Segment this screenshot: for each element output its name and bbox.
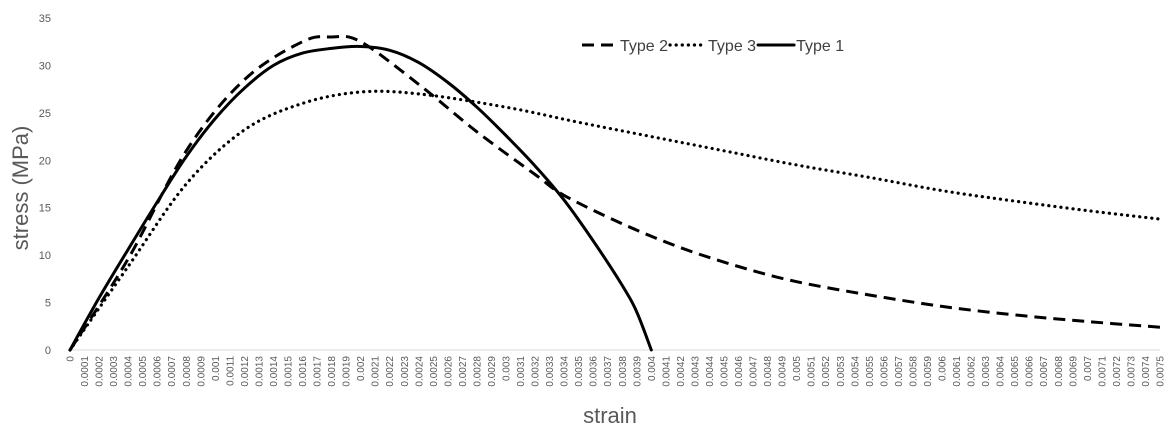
x-tick-label: 0.0006 bbox=[153, 356, 164, 387]
y-tick-label: 30 bbox=[39, 60, 51, 72]
x-tick-label: 0.0056 bbox=[879, 356, 890, 387]
y-tick-label: 35 bbox=[39, 13, 51, 25]
x-axis-title: strain bbox=[583, 403, 637, 428]
x-tick-label: 0 bbox=[66, 356, 77, 362]
x-tick-label: 0.0039 bbox=[632, 356, 643, 387]
x-tick-label: 0.0048 bbox=[763, 356, 774, 387]
x-tick-label: 0.0043 bbox=[690, 356, 701, 387]
x-tick-label: 0.0071 bbox=[1097, 356, 1108, 387]
x-tick-label: 0.004 bbox=[647, 356, 658, 381]
x-tick-label: 0.0067 bbox=[1039, 356, 1050, 387]
x-tick-label: 0.0025 bbox=[429, 356, 440, 387]
x-tick-label: 0.0012 bbox=[240, 356, 251, 387]
x-tick-label: 0.001 bbox=[211, 356, 222, 381]
x-tick-label: 0.0066 bbox=[1025, 356, 1036, 387]
x-tick-label: 0.0017 bbox=[313, 356, 324, 387]
x-tick-label: 0.0014 bbox=[269, 356, 280, 387]
x-tick-label: 0.0011 bbox=[225, 356, 236, 386]
x-tick-label: 0.0047 bbox=[749, 356, 760, 387]
x-tick-label: 0.0037 bbox=[603, 356, 614, 387]
x-tick-label: 0.0065 bbox=[1010, 356, 1021, 387]
legend-label-type-3: Type 3 bbox=[708, 38, 756, 55]
x-tick-label: 0.0018 bbox=[327, 356, 338, 387]
x-tick-label: 0.007 bbox=[1083, 356, 1094, 381]
x-tick-label: 0.0003 bbox=[109, 356, 120, 387]
x-tick-label: 0.0021 bbox=[371, 356, 382, 387]
x-tick-label: 0.0032 bbox=[531, 356, 542, 387]
x-tick-label: 0.0054 bbox=[850, 356, 861, 387]
x-tick-label: 0.0068 bbox=[1054, 356, 1065, 387]
series-line-type-1 bbox=[68, 44, 653, 352]
x-tick-label: 0.0013 bbox=[254, 356, 265, 387]
x-tick-label: 0.0055 bbox=[865, 356, 876, 387]
y-tick-label: 15 bbox=[39, 203, 51, 215]
x-tick-label: 0.0002 bbox=[95, 356, 106, 387]
x-tick-label: 0.0072 bbox=[1112, 356, 1123, 387]
x-tick-label: 0.0016 bbox=[298, 356, 309, 387]
y-tick-label: 10 bbox=[39, 250, 51, 262]
x-tick-label: 0.0064 bbox=[996, 356, 1007, 387]
x-tick-label: 0.0062 bbox=[967, 356, 978, 387]
x-tick-label: 0.0019 bbox=[342, 356, 353, 387]
x-tick-label: 0.0034 bbox=[560, 356, 571, 387]
y-axis-ticks: 0 5 10 15 20 25 30 35 bbox=[39, 13, 51, 357]
x-tick-label: 0.0049 bbox=[778, 356, 789, 387]
x-tick-label: 0.0051 bbox=[807, 356, 818, 387]
x-tick-label: 0.0063 bbox=[981, 356, 992, 387]
x-tick-label: 0.0026 bbox=[443, 356, 454, 387]
x-tick-label: 0.0024 bbox=[414, 356, 425, 387]
x-tick-label: 0.0069 bbox=[1068, 356, 1079, 387]
x-tick-label: 0.0027 bbox=[458, 356, 469, 387]
x-axis-ticks: 0 0.0001 0.0002 0.0003 0.0004 0.0005 0.0006 0.0… bbox=[66, 356, 1167, 387]
x-tick-label: 0.0057 bbox=[894, 356, 905, 387]
x-tick-label: 0.002 bbox=[356, 356, 367, 381]
x-tick-label: 0.0058 bbox=[908, 356, 919, 387]
x-tick-label: 0.0009 bbox=[196, 356, 207, 387]
x-tick-label: 0.0042 bbox=[676, 356, 687, 387]
x-tick-label: 0.0008 bbox=[182, 356, 193, 387]
y-tick-label: 5 bbox=[45, 298, 51, 310]
x-tick-label: 0.0023 bbox=[400, 356, 411, 387]
legend-label-type-2: Type 2 bbox=[620, 38, 668, 55]
x-tick-label: 0.0075 bbox=[1156, 356, 1167, 387]
x-tick-label: 0.0033 bbox=[545, 356, 556, 387]
x-tick-label: 0.0061 bbox=[952, 356, 963, 387]
x-tick-label: 0.0053 bbox=[836, 356, 847, 387]
x-tick-label: 0.0045 bbox=[720, 356, 731, 387]
x-tick-label: 0.0036 bbox=[589, 356, 600, 387]
series-layer bbox=[68, 34, 1162, 352]
x-tick-label: 0.0028 bbox=[472, 356, 483, 387]
x-tick-label: 0.006 bbox=[938, 356, 949, 381]
legend: Type 2 Type 3 Type 1 bbox=[582, 38, 844, 55]
x-tick-label: 0.0029 bbox=[487, 356, 498, 387]
x-tick-label: 0.0007 bbox=[167, 356, 178, 387]
x-tick-label: 0.0031 bbox=[516, 356, 527, 387]
x-tick-label: 0.0073 bbox=[1126, 356, 1137, 387]
x-tick-label: 0.0004 bbox=[124, 356, 135, 387]
x-tick-label: 0.0001 bbox=[80, 356, 91, 387]
x-tick-label: 0.0038 bbox=[618, 356, 629, 387]
x-tick-label: 0.0035 bbox=[574, 356, 585, 387]
y-tick-label: 0 bbox=[45, 345, 51, 357]
x-tick-label: 0.003 bbox=[502, 356, 513, 381]
x-tick-label: 0.0052 bbox=[821, 356, 832, 387]
x-tick-label: 0.0041 bbox=[661, 356, 672, 387]
x-tick-label: 0.0044 bbox=[705, 356, 716, 387]
x-tick-label: 0.005 bbox=[792, 356, 803, 381]
legend-label-type-1: Type 1 bbox=[796, 38, 844, 55]
x-tick-label: 0.0046 bbox=[734, 356, 745, 387]
y-axis-title: stress (MPa) bbox=[8, 126, 33, 251]
y-tick-label: 25 bbox=[39, 108, 51, 120]
series-line-type-2 bbox=[68, 34, 1161, 351]
x-tick-label: 0.0015 bbox=[284, 356, 295, 387]
x-tick-label: 0.0059 bbox=[923, 356, 934, 387]
x-tick-label: 0.0005 bbox=[138, 356, 149, 387]
x-tick-label: 0.0074 bbox=[1141, 356, 1152, 387]
y-tick-label: 20 bbox=[39, 155, 51, 167]
x-tick-label: 0.0022 bbox=[385, 356, 396, 387]
series-line-type-3 bbox=[68, 89, 1162, 352]
